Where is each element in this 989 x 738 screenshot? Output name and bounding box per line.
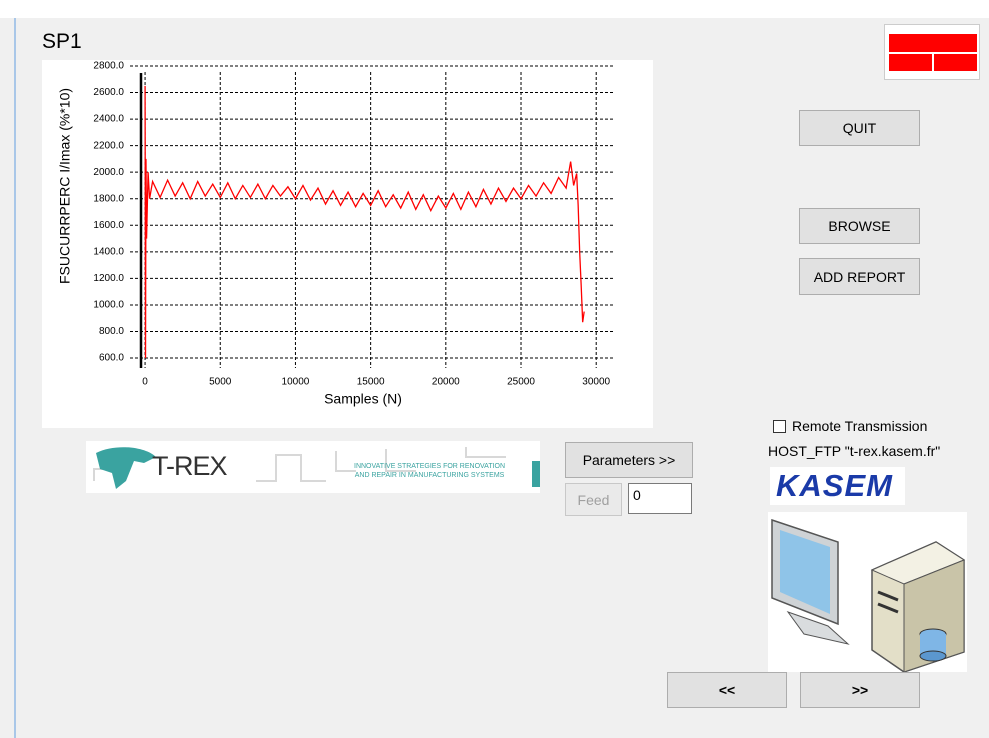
x-tick-label: 15000 [357, 377, 385, 388]
indicator-segment [889, 34, 977, 52]
computer-illustration [768, 512, 967, 672]
checkbox-label: Remote Transmission [792, 418, 928, 434]
trex-logo: T-REX INNOVATIVE STRATEGIES FOR RENOVATI… [86, 441, 540, 493]
add-report-button[interactable]: ADD REPORT [799, 258, 920, 295]
trex-name: T-REX [152, 451, 228, 481]
y-tick-label: 2800.0 [93, 61, 124, 72]
y-tick-label: 2600.0 [93, 87, 124, 98]
trex-tagline: INNOVATIVE STRATEGIES FOR RENOVATION AND… [354, 462, 505, 480]
y-tick-label: 2400.0 [93, 114, 124, 125]
y-tick-label: 1400.0 [93, 246, 124, 257]
quit-button[interactable]: QUIT [799, 110, 920, 146]
tagline-line: AND REPAIR IN MANUFACTURING SYSTEMS [354, 472, 505, 479]
data-line [144, 85, 585, 359]
prev-button[interactable]: << [667, 672, 787, 708]
chart-title: SP1 [42, 30, 82, 53]
y-tick-label: 1800.0 [93, 193, 124, 204]
y-tick-label: 2000.0 [93, 167, 124, 178]
status-indicator [884, 24, 980, 80]
x-tick-label: 20000 [432, 377, 460, 388]
y-tick-label: 1200.0 [93, 273, 124, 284]
kasem-logo: KASEM [770, 467, 905, 505]
y-tick-label: 600.0 [99, 353, 124, 364]
checkbox[interactable] [773, 419, 786, 433]
x-tick-label: 10000 [282, 377, 310, 388]
chart: Samples (N) FSUCURRPERC I/Imax (%*10) 60… [42, 60, 653, 428]
trex-circuit [93, 447, 540, 489]
indicator-segment [934, 54, 977, 71]
remote-checkbox-row: Remote Transmission [773, 418, 927, 434]
y-tick-label: 800.0 [99, 326, 124, 337]
y-axis-label: FSUCURRPERC I/Imax (%*10) [57, 88, 73, 284]
feed-input[interactable]: 0 [628, 483, 692, 514]
x-tick-label: 30000 [582, 377, 610, 388]
x-tick-label: 5000 [209, 377, 232, 388]
y-tick-label: 2200.0 [93, 140, 124, 151]
next-button[interactable]: >> [800, 672, 920, 708]
browse-button[interactable]: BROWSE [799, 208, 920, 244]
parameters-button[interactable]: Parameters >> [565, 442, 693, 478]
indicator-segment [889, 54, 932, 71]
y-tick-label: 1600.0 [93, 220, 124, 231]
x-tick-label: 0 [142, 377, 148, 388]
y-tick-label: 1000.0 [93, 300, 124, 311]
tagline-line: INNOVATIVE STRATEGIES FOR RENOVATION [354, 463, 506, 470]
feed-button[interactable]: Feed [565, 483, 622, 516]
x-tick-label: 25000 [507, 377, 535, 388]
top-band [0, 0, 989, 18]
host-ftp-label: HOST_FTP "t-rex.kasem.fr" [768, 443, 941, 459]
left-border [14, 18, 16, 738]
x-axis-label: Samples (N) [324, 391, 402, 407]
